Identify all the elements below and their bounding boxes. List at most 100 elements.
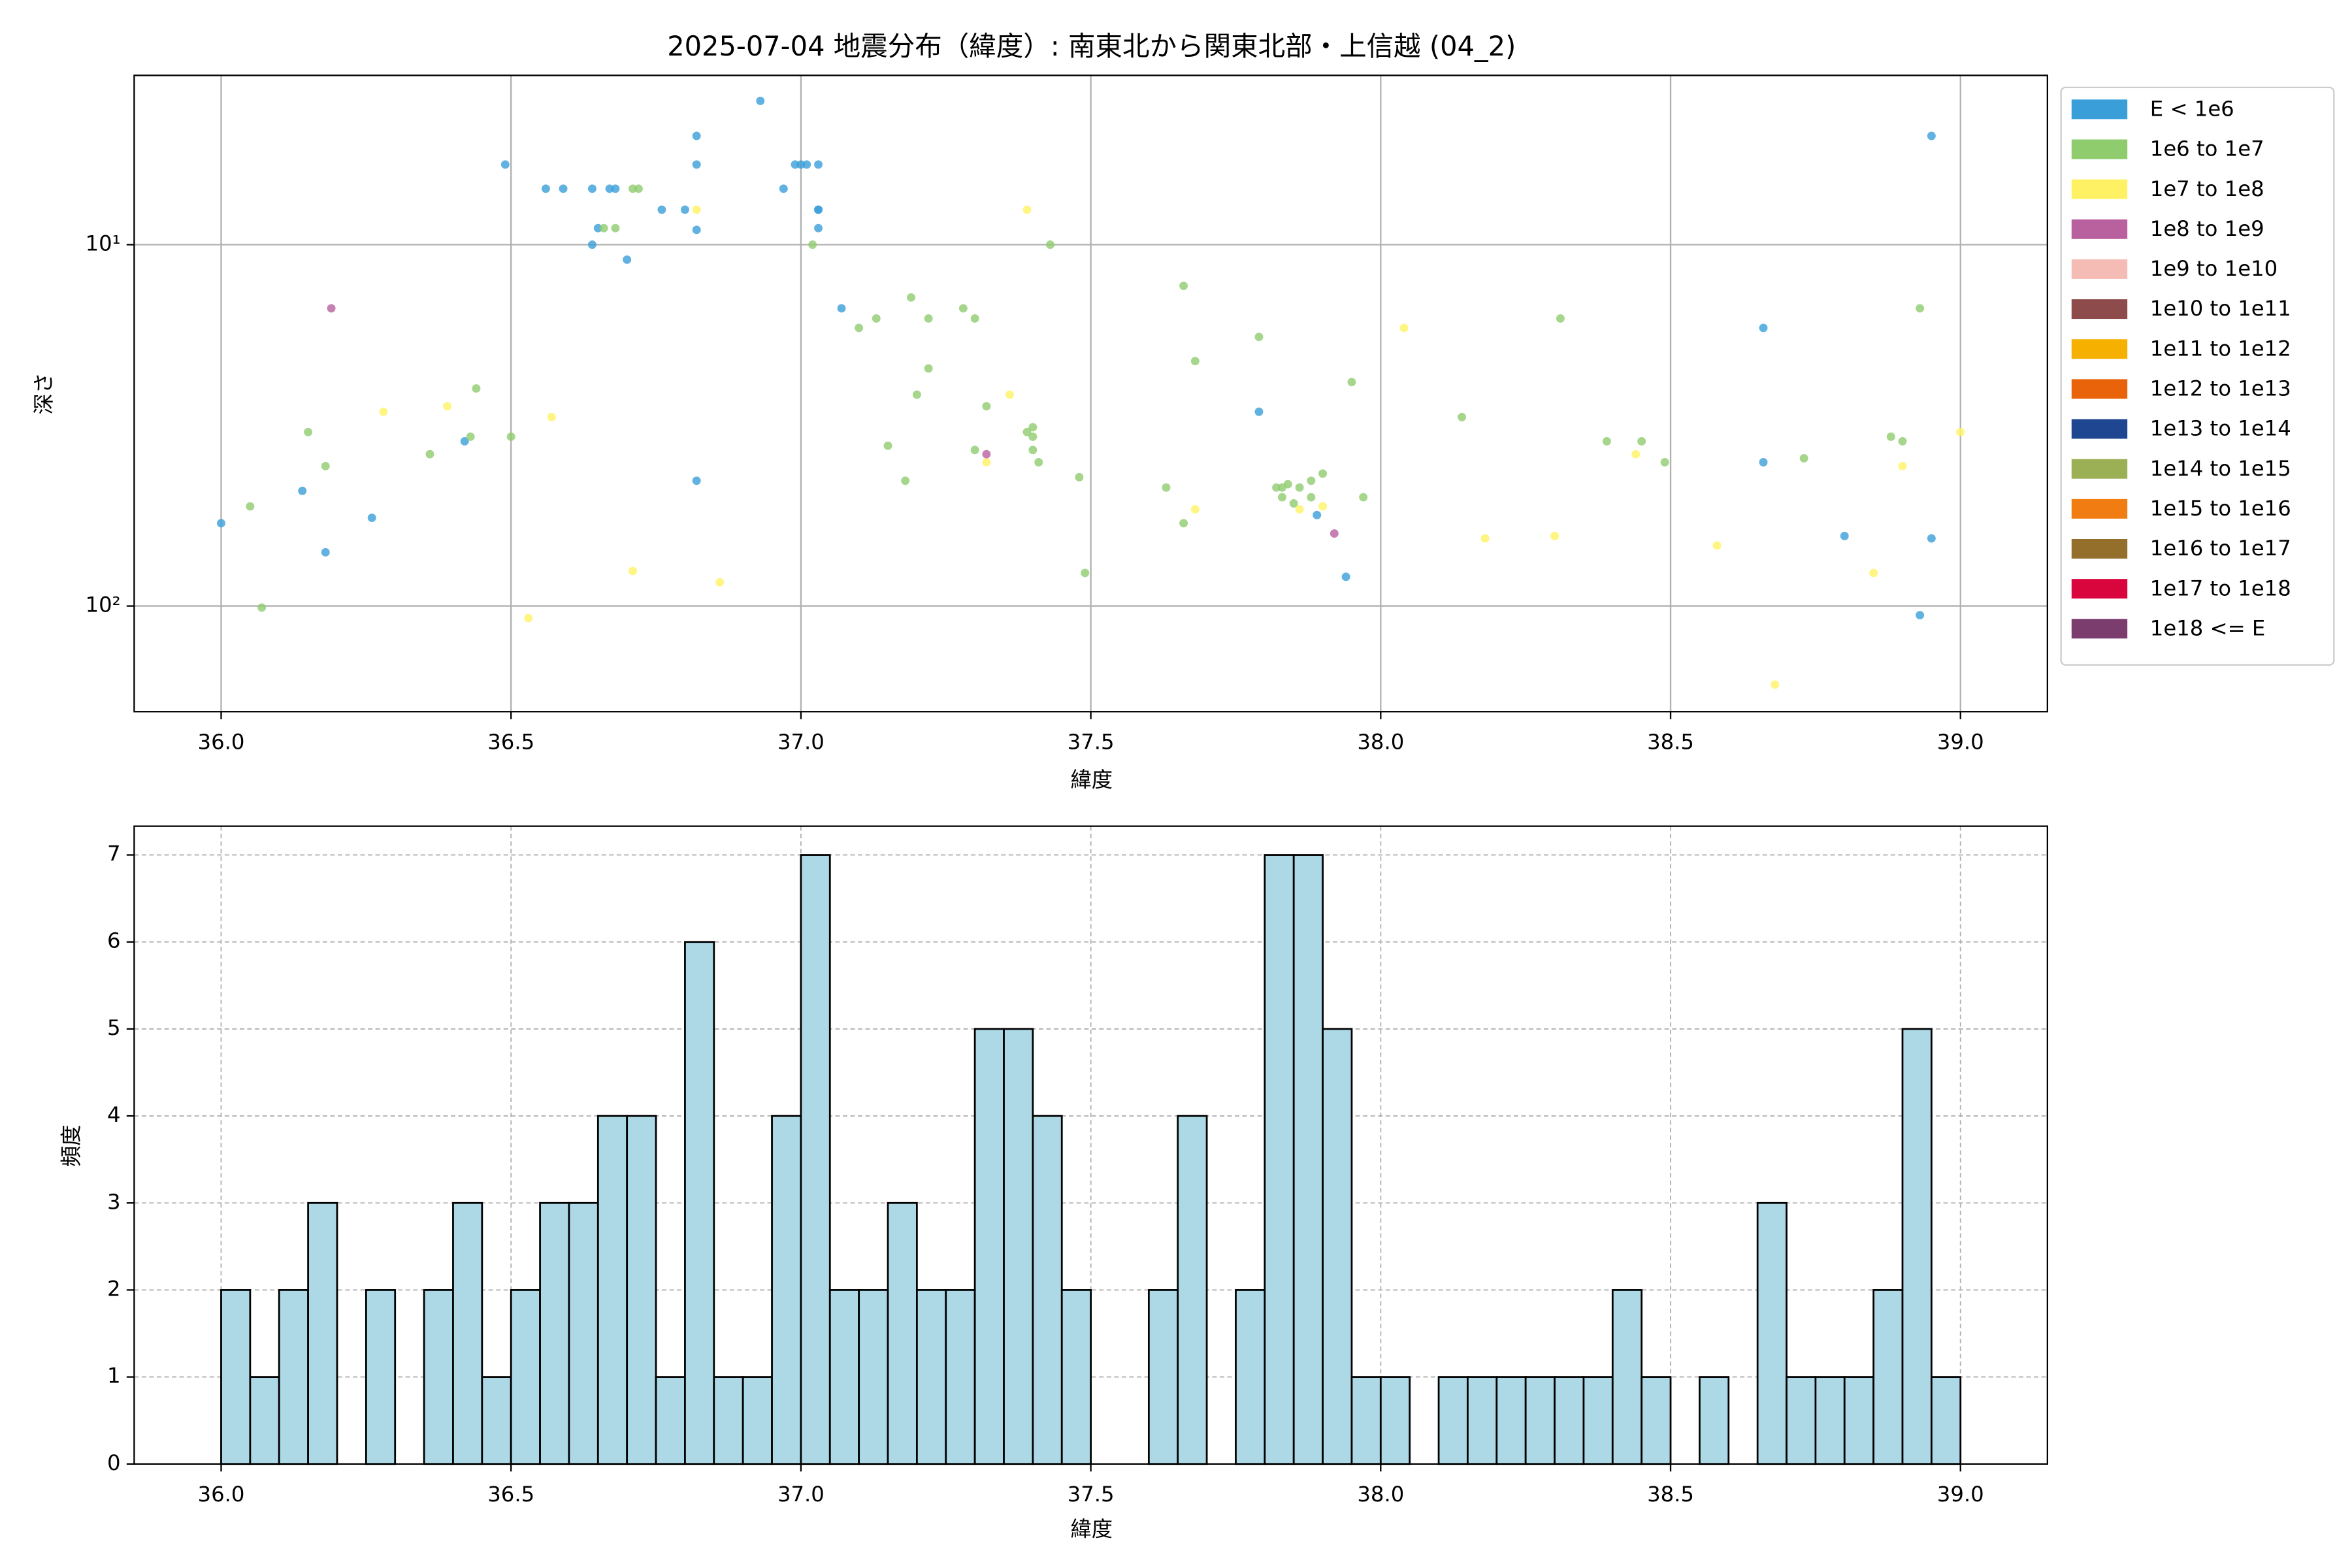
legend-swatch <box>2071 379 2128 399</box>
data-point <box>304 427 313 436</box>
data-point <box>1034 458 1043 466</box>
x-tick-label: 38.5 <box>1647 730 1694 755</box>
legend-swatch <box>2071 579 2128 599</box>
x-tick-label: 38.5 <box>1647 1482 1694 1507</box>
y-tick-label: 10¹ <box>86 231 121 256</box>
data-point <box>1898 436 1907 446</box>
data-point <box>1028 433 1037 441</box>
data-point <box>1869 568 1878 578</box>
data-point <box>715 578 725 587</box>
histogram-bar <box>452 1201 483 1465</box>
data-point <box>1480 534 1490 543</box>
histogram-bar <box>1699 1376 1730 1465</box>
histogram-bar <box>1350 1376 1382 1465</box>
data-point <box>1840 531 1849 540</box>
data-point <box>327 304 336 313</box>
histogram-bar <box>1582 1376 1614 1465</box>
data-point <box>1295 483 1304 492</box>
data-point <box>970 446 979 455</box>
data-point <box>1556 314 1565 323</box>
data-point <box>321 547 330 557</box>
legend-label: 1e7 to 1e8 <box>2150 176 2264 201</box>
x-tick-label: 39.0 <box>1937 1482 1984 1507</box>
data-point <box>611 223 620 233</box>
y-axis-label: 頻度 <box>59 1125 84 1168</box>
histogram-bar <box>1032 1115 1063 1465</box>
histogram-bar <box>1930 1376 1962 1465</box>
data-point <box>1005 390 1014 399</box>
data-point <box>692 131 701 140</box>
data-point <box>587 240 596 249</box>
data-point <box>779 184 788 193</box>
legend-swatch <box>2071 459 2128 479</box>
legend-swatch <box>2071 219 2128 239</box>
data-point <box>837 304 846 313</box>
legend-swatch <box>2071 498 2128 519</box>
histogram-bar <box>1495 1376 1527 1465</box>
legend-swatch <box>2071 339 2128 359</box>
legend-label: 1e14 to 1e15 <box>2150 456 2291 481</box>
x-tick-label: 37.0 <box>777 1482 825 1507</box>
data-point <box>460 436 469 446</box>
histogram-bar <box>220 1289 252 1465</box>
histogram-bar <box>1786 1376 1817 1465</box>
data-point <box>524 613 533 623</box>
histogram-bar <box>1756 1201 1788 1465</box>
data-point <box>982 402 991 411</box>
histogram-bar <box>1379 1376 1411 1465</box>
data-point <box>855 323 864 333</box>
data-point <box>298 486 307 495</box>
histogram-bar <box>568 1201 599 1465</box>
y-tick-label: 6 <box>107 928 121 953</box>
x-axis-label: 緯度 <box>1070 1516 1113 1541</box>
legend-swatch <box>2071 539 2128 559</box>
data-point <box>1347 378 1356 387</box>
data-point <box>559 184 568 193</box>
y-tick-label: 7 <box>107 841 121 866</box>
data-point <box>1307 476 1316 485</box>
data-point <box>1602 436 1611 446</box>
data-point <box>1254 407 1264 416</box>
data-point <box>680 205 689 214</box>
legend-label: 1e16 to 1e17 <box>2150 536 2291 561</box>
data-point <box>802 160 811 169</box>
data-point <box>1190 505 1200 514</box>
data-point <box>872 314 881 323</box>
grid <box>134 75 2048 712</box>
histogram-bar <box>1872 1289 1904 1465</box>
y-axis-label: 深さ <box>31 372 56 415</box>
data-point <box>1927 534 1936 543</box>
data-point <box>657 205 666 214</box>
data-point <box>587 184 596 193</box>
data-point <box>1081 568 1090 578</box>
histogram-bar <box>510 1289 541 1465</box>
data-point <box>367 514 376 523</box>
y-tick-label: 10² <box>86 593 121 617</box>
histogram-bar <box>481 1376 512 1465</box>
histogram-bar <box>742 1376 773 1465</box>
legend-swatch <box>2071 259 2128 279</box>
histogram-bar <box>1264 854 1295 1465</box>
histogram-bar <box>858 1289 889 1465</box>
data-point <box>924 314 933 323</box>
data-point <box>1712 541 1722 550</box>
data-point <box>611 184 620 193</box>
data-point <box>1190 357 1200 366</box>
data-point <box>1458 412 1467 421</box>
histogram-bar <box>1814 1376 1846 1465</box>
legend-swatch <box>2071 419 2128 439</box>
data-point <box>605 184 614 193</box>
legend-label: 1e12 to 1e13 <box>2150 376 2291 401</box>
histogram-bar <box>1177 1115 1208 1465</box>
data-point <box>257 603 267 612</box>
x-tick-label: 36.0 <box>198 1482 245 1507</box>
data-point <box>1307 493 1316 502</box>
histogram-bar <box>771 1115 802 1465</box>
legend-label: E < 1e6 <box>2150 96 2234 121</box>
chart-title: 2025-07-04 地震分布（緯度）: 南東北から関東北部・上信越 (04_2… <box>667 30 1516 62</box>
legend-label: 1e13 to 1e14 <box>2150 416 2291 441</box>
data-point <box>629 566 638 576</box>
data-point <box>692 160 701 169</box>
legend-label: 1e6 to 1e7 <box>2150 137 2264 161</box>
